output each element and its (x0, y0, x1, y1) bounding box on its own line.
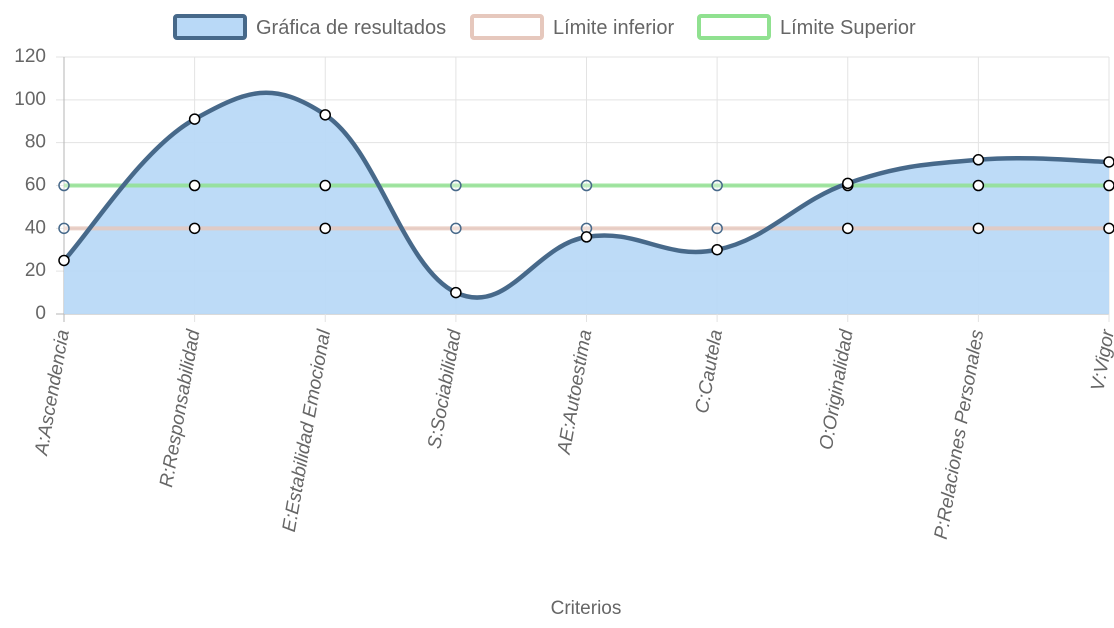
lower-limit-point[interactable] (842, 222, 854, 235)
lower-limit-point[interactable] (972, 222, 985, 235)
x-tick-label: R:Responsabilidad (156, 327, 205, 489)
upper-limit-point[interactable] (972, 179, 985, 192)
results-point[interactable] (188, 113, 201, 125)
results-point[interactable] (1103, 156, 1114, 168)
upper-limit-point[interactable] (1103, 179, 1114, 192)
y-tick-label: 60 (25, 175, 46, 196)
y-tick-label: 20 (25, 260, 46, 281)
legend: Gráfica de resultados Límite inferior Lí… (173, 14, 916, 40)
x-tick-label: P:Relaciones Personales (931, 328, 989, 541)
x-tick-label: C:Cautela (692, 328, 727, 415)
upper-limit-point[interactable] (319, 179, 331, 192)
x-tick-label: V:Vigor (1088, 328, 1114, 393)
lower-limit-point[interactable] (58, 222, 70, 235)
results-point[interactable] (450, 286, 462, 299)
upper-limit-point[interactable] (580, 179, 593, 192)
lower-limit-point[interactable] (319, 222, 331, 235)
lower-limit-point[interactable] (450, 222, 462, 235)
legend-label-upper-limit: Límite Superior (780, 17, 916, 39)
results-point[interactable] (842, 177, 854, 190)
legend-swatch-upper-limit (697, 14, 771, 40)
legend-item-results[interactable]: Gráfica de resultados (173, 14, 446, 40)
legend-swatch-results (173, 14, 247, 40)
legend-swatch-lower-limit (470, 14, 544, 40)
results-area (64, 92, 1109, 314)
legend-item-lower-limit[interactable]: Límite inferior (470, 14, 674, 40)
x-tick-label: A:Ascendencia (31, 328, 74, 457)
x-tick-label: O:Originalidad (816, 327, 858, 452)
y-tick-label: 120 (14, 46, 46, 67)
legend-item-upper-limit[interactable]: Límite Superior (697, 14, 916, 40)
y-axis-ticks: 0 20 40 60 80 100 120 (14, 46, 46, 324)
results-point[interactable] (580, 231, 593, 243)
upper-limit-point[interactable] (711, 179, 723, 192)
y-tick-label: 0 (35, 303, 46, 324)
results-point[interactable] (972, 154, 985, 166)
results-line (62, 90, 1110, 300)
upper-limit-point[interactable] (188, 179, 201, 192)
x-tick-label: S:Sociabilidad (424, 327, 466, 451)
series-layer (62, 90, 1110, 314)
legend-label-results: Gráfica de resultados (256, 17, 446, 39)
y-tick-label: 80 (25, 132, 46, 153)
lower-limit-point[interactable] (1103, 222, 1114, 235)
x-axis-ticks: A:Ascendencia R:Responsabilidad E:Estabili… (31, 327, 1114, 541)
results-point[interactable] (711, 244, 723, 256)
legend-label-lower-limit: Límite inferior (553, 17, 674, 39)
points-layer (58, 109, 1114, 299)
y-tick-label: 40 (25, 217, 46, 238)
results-point[interactable] (58, 254, 70, 267)
y-tick-label: 100 (14, 89, 46, 110)
x-tick-label: AE:Autoestima (554, 328, 597, 456)
upper-limit-point[interactable] (450, 179, 462, 192)
results-point[interactable] (319, 109, 331, 121)
upper-limit-point[interactable] (58, 179, 70, 192)
lower-limit-point[interactable] (711, 222, 723, 235)
lower-limit-point[interactable] (188, 222, 201, 235)
x-axis-title: Criterios (551, 598, 622, 619)
x-tick-label: E:Estabilidad Emocional (279, 327, 335, 533)
